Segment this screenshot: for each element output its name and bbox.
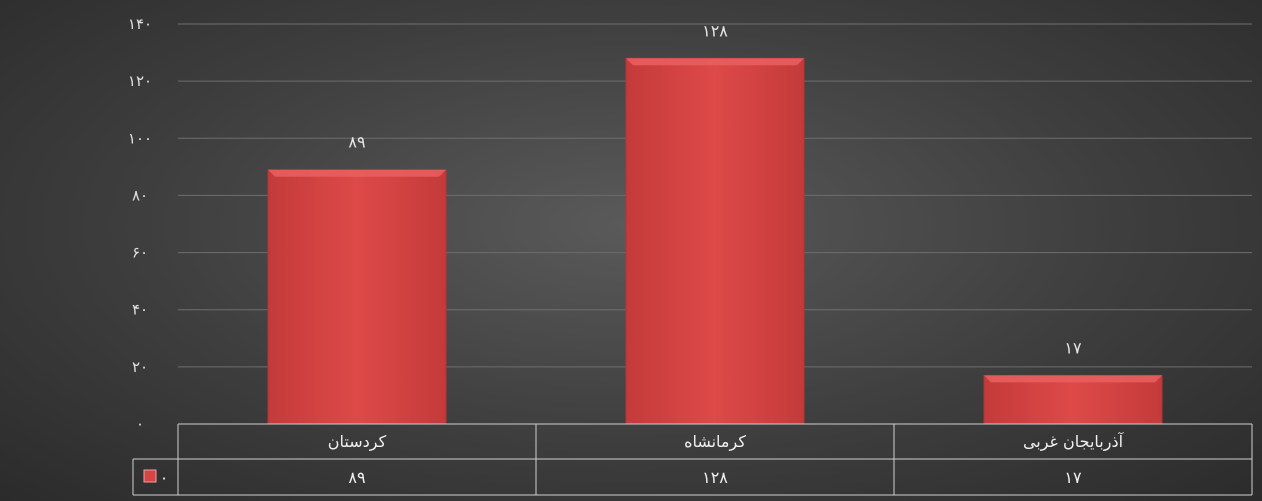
y-tick-label: ۱۴۰	[128, 15, 152, 33]
table-value: ۱۷	[1064, 468, 1082, 487]
bar-bevel	[626, 58, 804, 66]
data-table: کردستان ۸۹ کرمانشاه ۱۲۸ آذربایجان غربی ۱۷ ۰	[132, 423, 1253, 496]
legend-swatch	[143, 469, 157, 483]
category-label: کرمانشاه	[684, 432, 746, 452]
y-tick-label: ۱۰۰	[128, 129, 152, 147]
series-name: ۰	[160, 468, 169, 487]
y-tick-label: ۶۰	[132, 244, 148, 262]
bar-rect	[267, 169, 447, 425]
bar	[267, 169, 447, 425]
bar-rect	[625, 57, 805, 425]
data-label: ۱۷	[1064, 338, 1082, 357]
data-label: ۸۹	[348, 133, 365, 152]
bars	[267, 57, 1163, 425]
y-tick-label: ۸۰	[132, 186, 148, 204]
category-label: آذربایجان غربی	[1023, 432, 1125, 452]
bar-rect	[983, 374, 1163, 425]
data-labels: ۸۹ ۱۲۸ ۱۷	[348, 21, 1082, 357]
bar-bevel	[268, 169, 446, 177]
y-tick-label: ۰	[136, 415, 144, 433]
bar	[625, 57, 805, 425]
y-tick-label: ۲۰	[132, 358, 148, 376]
y-tick-label: ۴۰	[132, 301, 148, 319]
bar-bevel	[984, 375, 1162, 383]
table-value: ۱۲۸	[702, 468, 728, 487]
y-axis-ticks: ۰ ۲۰ ۴۰ ۶۰ ۸۰ ۱۰۰ ۱۲۰ ۱۴۰	[128, 15, 152, 433]
data-label: ۱۲۸	[702, 21, 728, 40]
bar	[983, 374, 1163, 425]
y-tick-label: ۱۲۰	[128, 72, 152, 90]
category-label: کردستان	[328, 432, 387, 452]
table-value: ۸۹	[348, 468, 365, 487]
